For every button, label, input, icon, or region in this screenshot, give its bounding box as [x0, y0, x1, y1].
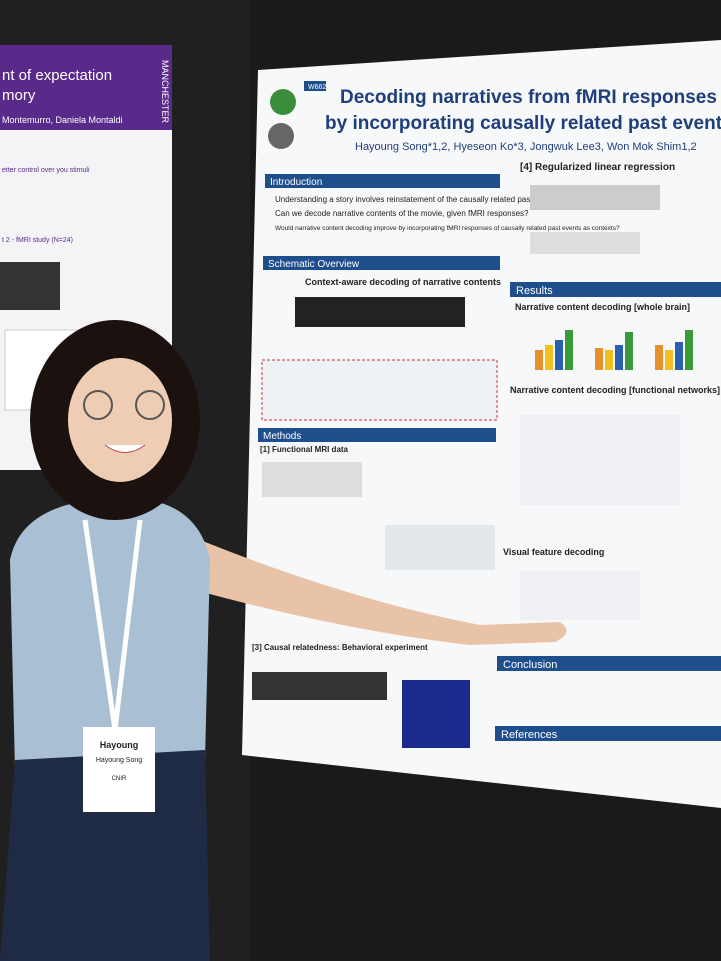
subhead: [3] Causal relatedness: Behavioral exper… [252, 643, 428, 652]
subhead: [1] Functional MRI data [260, 445, 349, 454]
section-title: Results [516, 285, 553, 297]
section-bar [263, 256, 500, 270]
decor-bar [685, 330, 693, 370]
left-subhead: etter control over you stimuli [2, 167, 90, 174]
method-figure [262, 462, 362, 497]
decor-bar [665, 350, 673, 370]
decor-bar [545, 345, 553, 370]
section-bar [510, 282, 721, 297]
left-title: mory [2, 87, 36, 104]
decor-bar [555, 340, 563, 370]
bullet: Can we decode narrative contents of the … [275, 209, 529, 218]
section-title: Methods [263, 431, 301, 442]
left-brain-images [0, 262, 60, 310]
subhead: Visual feature decoding [503, 547, 604, 557]
bullet: Understanding a story involves reinstate… [275, 195, 561, 204]
main-poster: W662 Decoding narratives from fMRI respo… [242, 40, 721, 808]
poster-code: W662 [308, 84, 326, 91]
bullet: Would narrative content decoding improve… [275, 225, 620, 232]
poster-title: Decoding narratives from fMRI responses [340, 87, 717, 108]
left-authors: Montemurro, Daniela Montaldi [2, 115, 123, 125]
face [68, 358, 172, 482]
decor-bar [535, 350, 543, 370]
section-title: [4] Regularized linear regression [520, 162, 675, 173]
decor-bar [625, 332, 633, 370]
section-bar [258, 428, 496, 442]
decor-bar [565, 330, 573, 370]
regression-diagram [530, 232, 640, 254]
section-bar [497, 656, 721, 671]
decor-bar [655, 345, 663, 370]
subhead: Context-aware decoding of narrative cont… [305, 277, 501, 287]
schematic-diagram [261, 359, 498, 421]
badge-name: Hayoung Song [96, 757, 142, 764]
decor-bar [615, 345, 623, 370]
arm [195, 540, 567, 645]
section-title: Introduction [270, 177, 322, 188]
badge [83, 727, 155, 812]
section-title: Schematic Overview [268, 259, 360, 270]
subhead: Narrative content decoding [functional n… [510, 385, 720, 395]
skirt [0, 750, 210, 961]
person: Hayoung Hayoung Song CNIR [0, 320, 567, 961]
badge-first: Hayoung [100, 740, 139, 750]
decor-bar [675, 342, 683, 370]
visual-figure [520, 570, 640, 620]
whole-brain-bars [535, 330, 693, 370]
logo [268, 123, 294, 149]
left-poster-header [0, 45, 172, 130]
regression-diagram [530, 185, 660, 210]
glasses [135, 390, 165, 420]
left-title: nt of expectation [2, 67, 112, 84]
decor-bar [595, 348, 603, 370]
poster-authors: Hayoung Song*1,2, Hyeseon Ko*3, Jongwuk … [355, 141, 697, 153]
section-title: References [501, 729, 558, 741]
subhead: Narrative content decoding [whole brain] [515, 302, 690, 312]
top [10, 500, 210, 770]
poster-title: by incorporating causally related past e… [325, 113, 721, 134]
smile [104, 444, 146, 453]
code-box [304, 81, 326, 91]
section-title: Conclusion [503, 659, 557, 671]
section-bar [265, 174, 500, 188]
section-bar [495, 726, 721, 741]
decor-bar [605, 350, 613, 370]
method-figure [385, 525, 495, 570]
film-strip [252, 672, 387, 700]
behavioral-matrix [402, 680, 470, 748]
film-strip [295, 297, 465, 327]
logo [270, 89, 296, 115]
left-logo: MANCHESTER [160, 60, 170, 124]
network-figure [520, 415, 680, 505]
glasses [83, 390, 113, 420]
left-section: t 2 - fMRI study (N=24) [2, 237, 73, 244]
badge-org: CNIR [112, 776, 127, 782]
